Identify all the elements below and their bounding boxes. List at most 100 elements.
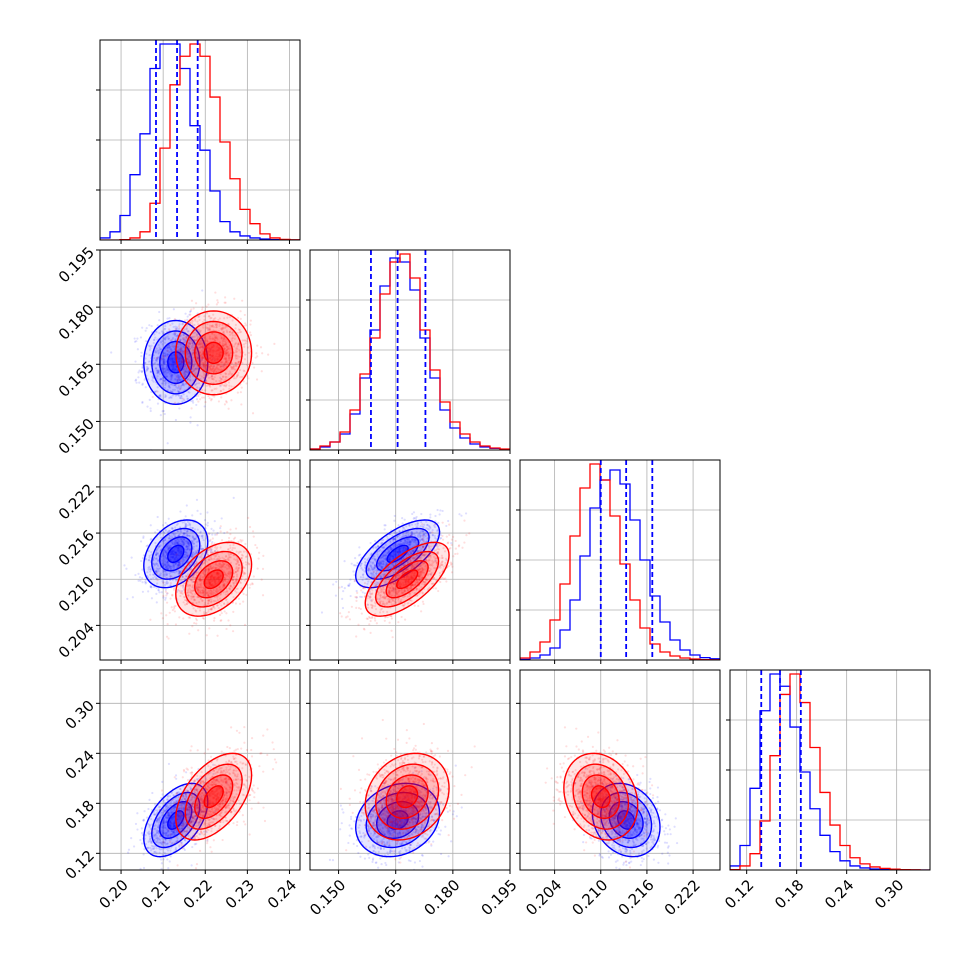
scatter-point	[168, 372, 171, 375]
scatter-point	[150, 324, 153, 328]
scatter-point	[237, 342, 240, 345]
scatter-point	[198, 341, 201, 345]
scatter-point	[206, 340, 209, 343]
scatter-point	[187, 541, 190, 544]
scatter-point	[182, 373, 185, 376]
scatter-point	[162, 376, 165, 380]
scatter-point	[188, 340, 191, 343]
scatter-point	[232, 543, 235, 547]
scatter-point	[201, 357, 204, 360]
scatter-point	[206, 323, 209, 326]
scatter-point	[239, 317, 242, 320]
scatter-point	[192, 607, 195, 610]
scatter-point	[177, 546, 180, 549]
scatter-point	[156, 324, 159, 327]
scatter-point	[168, 535, 171, 538]
scatter-point	[166, 335, 169, 338]
scatter-point	[177, 549, 180, 553]
scatter-point	[171, 356, 174, 360]
scatter-point	[155, 601, 158, 604]
scatter-point	[171, 359, 175, 362]
scatter-point	[185, 328, 188, 331]
scatter-point	[168, 546, 172, 549]
scatter-point	[152, 380, 155, 383]
scatter-point	[231, 334, 234, 337]
scatter-point	[149, 568, 153, 571]
scatter-point	[158, 394, 161, 398]
scatter-point	[393, 519, 396, 522]
scatter-point	[158, 372, 161, 376]
scatter-point	[172, 550, 175, 553]
scatter-point	[179, 554, 183, 557]
scatter-point	[183, 360, 186, 364]
scatter-point	[170, 364, 173, 367]
scatter-point	[185, 532, 188, 535]
scatter-point	[163, 355, 166, 358]
scatter-point	[138, 369, 141, 372]
scatter-point	[215, 335, 218, 338]
scatter-point	[188, 522, 191, 525]
scatter-point	[162, 370, 165, 373]
scatter-point	[179, 552, 182, 555]
scatter-point	[167, 566, 171, 569]
scatter-point	[210, 558, 214, 561]
scatter-point	[208, 370, 211, 373]
scatter-point	[441, 509, 444, 513]
scatter-point	[136, 337, 139, 340]
scatter-point	[155, 351, 158, 354]
scatter-point	[144, 580, 147, 583]
scatter-point	[215, 365, 218, 369]
scatter-point	[412, 511, 416, 514]
scatter-point	[169, 565, 172, 568]
scatter-point	[175, 386, 178, 389]
scatter-point	[150, 586, 153, 589]
scatter-point	[191, 367, 194, 370]
scatter-point	[154, 367, 158, 370]
scatter-point	[201, 536, 204, 540]
scatter-point	[181, 338, 184, 341]
scatter-point	[222, 582, 225, 585]
scatter-point	[169, 537, 172, 540]
scatter-point	[195, 551, 198, 555]
scatter-point	[222, 364, 225, 367]
scatter-point	[438, 513, 441, 516]
scatter-point	[174, 325, 177, 328]
scatter-point	[163, 574, 166, 578]
scatter-point	[201, 356, 205, 360]
scatter-point	[261, 352, 264, 355]
scatter-point	[197, 382, 201, 385]
scatter-point	[182, 345, 185, 348]
scatter-point	[232, 554, 235, 557]
scatter-point	[186, 371, 189, 374]
scatter-point	[231, 367, 234, 370]
scatter-point	[221, 365, 224, 368]
scatter-point	[228, 315, 232, 319]
scatter-point	[138, 576, 142, 579]
scatter-point	[198, 374, 201, 377]
scatter-point	[202, 340, 206, 344]
scatter-point	[207, 346, 210, 349]
scatter-point	[393, 514, 396, 518]
scatter-point	[225, 400, 228, 403]
scatter-point	[168, 529, 172, 532]
scatter-point	[189, 567, 192, 570]
scatter-point	[172, 555, 175, 558]
scatter-point	[179, 384, 183, 388]
scatter-point	[214, 546, 217, 549]
scatter-point	[155, 356, 158, 360]
scatter-point	[229, 528, 232, 531]
scatter-point	[230, 332, 233, 335]
scatter-point	[159, 341, 162, 344]
scatter-point	[184, 550, 187, 554]
scatter-point	[174, 540, 177, 543]
scatter-point	[192, 596, 195, 599]
scatter-point	[167, 371, 170, 374]
scatter-point	[182, 397, 185, 401]
scatter-point	[185, 367, 188, 370]
scatter-point	[183, 340, 186, 344]
scatter-point	[166, 562, 169, 565]
scatter-point	[227, 565, 230, 568]
scatter-point	[186, 315, 189, 318]
scatter-point	[161, 580, 164, 583]
scatter-point	[173, 331, 176, 334]
